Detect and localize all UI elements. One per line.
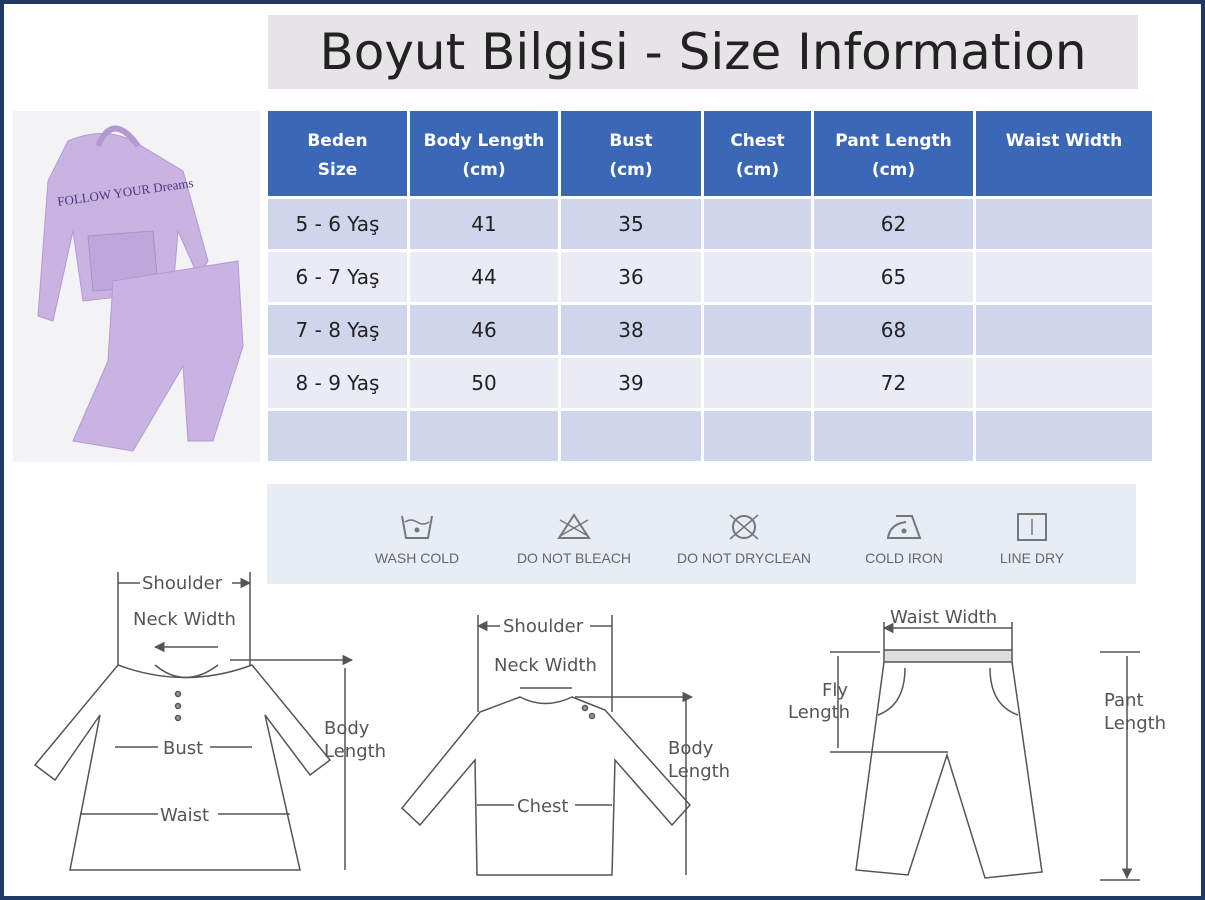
table-row: 8 - 9 Yaş 50 39 72 bbox=[268, 358, 1152, 408]
care-label: DO NOT BLEACH bbox=[516, 550, 632, 566]
cell: 8 - 9 Yaş bbox=[268, 358, 407, 408]
care-instructions: WASH COLD DO NOT BLEACH DO NOT DRYCLEAN … bbox=[267, 484, 1136, 584]
label-fly-length: Fly bbox=[822, 680, 848, 701]
care-label: DO NOT DRYCLEAN bbox=[676, 550, 812, 566]
no-bleach-icon bbox=[557, 513, 591, 539]
label-fly-length-2: Length bbox=[788, 702, 850, 723]
care-label: LINE DRY bbox=[999, 550, 1065, 566]
page-title: Boyut Bilgisi - Size Information bbox=[268, 15, 1138, 89]
label-pant-length-2: Length bbox=[1104, 713, 1166, 734]
cell: 65 bbox=[814, 252, 973, 302]
table-row: 7 - 8 Yaş 46 38 68 bbox=[268, 305, 1152, 355]
cell bbox=[976, 199, 1152, 249]
cell: 68 bbox=[814, 305, 973, 355]
cell bbox=[704, 305, 811, 355]
shirt-diagram bbox=[400, 615, 692, 876]
header-chest: Chest (cm) bbox=[704, 111, 811, 196]
label-neck-width: Neck Width bbox=[494, 655, 597, 676]
label-neck-width: Neck Width bbox=[133, 609, 236, 630]
cell: 44 bbox=[410, 252, 558, 302]
cell: 38 bbox=[561, 305, 701, 355]
line-dry-icon bbox=[1017, 513, 1047, 541]
label-waist: Waist bbox=[160, 805, 209, 826]
cell: 46 bbox=[410, 305, 558, 355]
cell bbox=[704, 199, 811, 249]
cell bbox=[704, 252, 811, 302]
cell: 50 bbox=[410, 358, 558, 408]
care-no-bleach: DO NOT BLEACH bbox=[494, 512, 654, 566]
cell bbox=[704, 358, 811, 408]
cell: 7 - 8 Yaş bbox=[268, 305, 407, 355]
cell: 39 bbox=[561, 358, 701, 408]
no-dryclean-icon bbox=[729, 514, 759, 540]
cell bbox=[410, 411, 558, 461]
header-bust: Bust (cm) bbox=[561, 111, 701, 196]
cell: 6 - 7 Yaş bbox=[268, 252, 407, 302]
cell: 35 bbox=[561, 199, 701, 249]
header-size: Beden Size bbox=[268, 111, 407, 196]
label-body-length-2: Length bbox=[324, 741, 386, 762]
dress-diagram bbox=[33, 572, 352, 871]
label-shoulder: Shoulder bbox=[142, 573, 223, 594]
care-cold-iron: COLD IRON bbox=[824, 512, 984, 566]
care-line-dry: LINE DRY bbox=[952, 512, 1112, 566]
product-photo: FOLLOW YOUR Dreams bbox=[13, 111, 260, 462]
table-row: 6 - 7 Yaş 44 36 65 bbox=[268, 252, 1152, 302]
header-waist-width: Waist Width bbox=[976, 111, 1152, 196]
care-label: COLD IRON bbox=[865, 550, 943, 566]
size-table: Beden Size Body Length (cm) Bust (cm) Chest… bbox=[265, 108, 1155, 464]
cell: 41 bbox=[410, 199, 558, 249]
cell bbox=[976, 411, 1152, 461]
care-wash-cold: WASH COLD bbox=[337, 512, 497, 566]
cell bbox=[976, 358, 1152, 408]
wash-cold-icon bbox=[401, 515, 433, 539]
cell bbox=[814, 411, 973, 461]
table-row bbox=[268, 411, 1152, 461]
label-body-length-2: Length bbox=[668, 761, 730, 782]
label-bust: Bust bbox=[163, 738, 203, 759]
table-row: 5 - 6 Yaş 41 35 62 bbox=[268, 199, 1152, 249]
header-body-length: Body Length (cm) bbox=[410, 111, 558, 196]
header-pant-length: Pant Length (cm) bbox=[814, 111, 973, 196]
cold-iron-icon bbox=[886, 515, 922, 539]
cell: 36 bbox=[561, 252, 701, 302]
label-body-length: Body bbox=[324, 718, 370, 739]
label-waist-width: Waist Width bbox=[890, 607, 997, 628]
cell bbox=[976, 305, 1152, 355]
cell: 62 bbox=[814, 199, 973, 249]
cell bbox=[704, 411, 811, 461]
cell: 72 bbox=[814, 358, 973, 408]
cell bbox=[561, 411, 701, 461]
label-chest: Chest bbox=[517, 796, 569, 817]
care-no-dryclean: DO NOT DRYCLEAN bbox=[664, 512, 824, 566]
measurement-diagrams: Shoulder Neck Width Bust Waist Body Leng… bbox=[33, 572, 1166, 900]
cell bbox=[268, 411, 407, 461]
care-label: WASH COLD bbox=[374, 550, 460, 566]
cell bbox=[976, 252, 1152, 302]
label-body-length: Body bbox=[668, 738, 714, 759]
label-shoulder: Shoulder bbox=[503, 616, 584, 637]
pants-diagram bbox=[830, 622, 1140, 880]
cell: 5 - 6 Yaş bbox=[268, 199, 407, 249]
label-pant-length: Pant bbox=[1104, 690, 1144, 711]
